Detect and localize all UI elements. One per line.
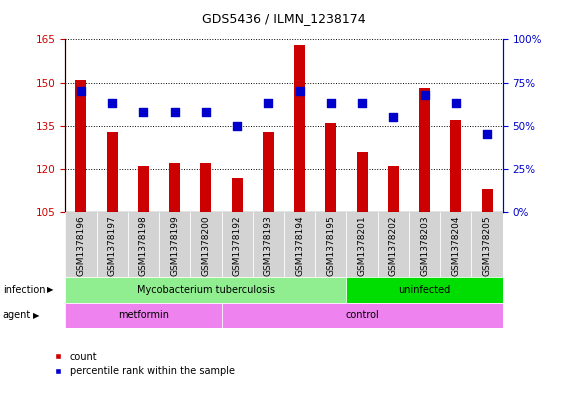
Point (233, 123, 242, 129)
Point (108, 100, 117, 107)
Text: Mycobacterium tuberculosis: Mycobacterium tuberculosis (137, 285, 275, 295)
Text: GSM1378203: GSM1378203 (420, 215, 429, 276)
Point (389, 114, 398, 120)
Bar (263, 132, 274, 212)
Text: ▶: ▶ (47, 285, 53, 294)
Text: GSM1378196: GSM1378196 (77, 215, 85, 276)
Bar (65, 303, 222, 328)
Bar (315, 212, 346, 277)
Bar (138, 166, 149, 212)
Bar (409, 212, 440, 277)
Bar (107, 132, 118, 212)
Bar (284, 212, 315, 277)
Bar (232, 178, 243, 212)
Point (326, 100, 335, 107)
Bar (346, 277, 503, 303)
Bar (482, 189, 492, 212)
Point (170, 109, 179, 115)
Text: GDS5436 / ILMN_1238174: GDS5436 / ILMN_1238174 (202, 12, 366, 25)
Point (202, 109, 211, 115)
Bar (419, 88, 430, 212)
Point (420, 92, 429, 98)
Text: metformin: metformin (118, 310, 169, 320)
Bar (169, 163, 180, 212)
Bar (65, 212, 97, 277)
Point (264, 100, 273, 107)
Legend: count, percentile rank within the sample: count, percentile rank within the sample (51, 348, 239, 380)
Bar (65, 277, 346, 303)
Point (451, 100, 460, 107)
Bar (357, 152, 367, 212)
Text: GSM1378193: GSM1378193 (264, 215, 273, 276)
Point (483, 131, 492, 138)
Bar (294, 45, 305, 212)
Point (76, 88, 86, 94)
Bar (471, 212, 503, 277)
Text: ▶: ▶ (33, 311, 39, 320)
Text: GSM1378204: GSM1378204 (452, 215, 460, 276)
Text: infection: infection (3, 285, 45, 295)
Bar (76, 80, 86, 212)
Text: GSM1378205: GSM1378205 (483, 215, 491, 276)
Text: uninfected: uninfected (399, 285, 450, 295)
Bar (346, 212, 378, 277)
Bar (325, 123, 336, 212)
Text: GSM1378200: GSM1378200 (202, 215, 210, 276)
Text: GSM1378195: GSM1378195 (327, 215, 335, 276)
Text: GSM1378197: GSM1378197 (108, 215, 116, 276)
Bar (222, 303, 503, 328)
Bar (378, 212, 409, 277)
Text: GSM1378199: GSM1378199 (170, 215, 179, 276)
Bar (159, 212, 190, 277)
Bar (190, 212, 222, 277)
Bar (440, 212, 471, 277)
Text: GSM1378202: GSM1378202 (389, 215, 398, 276)
Text: agent: agent (3, 310, 31, 320)
Bar (388, 166, 399, 212)
Bar (201, 163, 211, 212)
Point (358, 100, 367, 107)
Point (139, 109, 148, 115)
Text: GSM1378194: GSM1378194 (295, 215, 304, 276)
Bar (253, 212, 284, 277)
Text: GSM1378198: GSM1378198 (139, 215, 148, 276)
Bar (222, 212, 253, 277)
Bar (97, 212, 128, 277)
Bar (128, 212, 159, 277)
Text: GSM1378201: GSM1378201 (358, 215, 366, 276)
Text: GSM1378192: GSM1378192 (233, 215, 241, 276)
Text: control: control (345, 310, 379, 320)
Bar (450, 120, 461, 212)
Point (295, 88, 304, 94)
